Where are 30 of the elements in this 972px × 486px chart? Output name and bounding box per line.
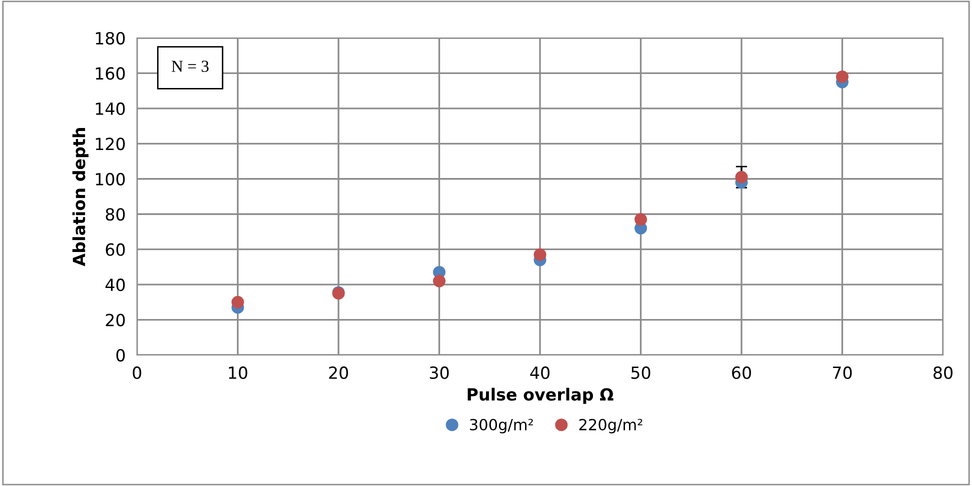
- y-axis-title: Ablation depth: [72, 128, 89, 266]
- legend-label: 220g/m²: [579, 418, 642, 434]
- y-tick-label: 120: [96, 138, 125, 150]
- point: [232, 296, 244, 308]
- point: [836, 70, 848, 83]
- x-tick-label: 70: [833, 366, 852, 380]
- x-tick-label: 50: [631, 366, 650, 380]
- point: [735, 170, 748, 184]
- point: [534, 248, 546, 261]
- x-tick-label: 30: [430, 366, 449, 380]
- x-tick-label: 0: [132, 366, 142, 380]
- y-tick-label: 0: [116, 348, 125, 362]
- point: [634, 213, 647, 226]
- legend-label: 300g/m²: [470, 418, 533, 434]
- x-tick-label: 60: [732, 366, 751, 380]
- x-tick-label: 10: [228, 366, 248, 380]
- point: [433, 274, 446, 288]
- y-tick-label: 180: [96, 32, 125, 45]
- annotation: N = 3: [172, 60, 209, 72]
- y-tick-label: 160: [96, 67, 125, 80]
- y-tick-label: 100: [96, 172, 125, 186]
- x-tick-label: 40: [530, 366, 550, 380]
- y-tick-label: 20: [106, 314, 125, 326]
- y-tick-label: 140: [96, 102, 125, 116]
- y-tick-label: 80: [106, 208, 125, 221]
- y-tick-label: 60: [106, 243, 125, 256]
- x-axis-title: Pulse overlap Ω: [468, 388, 614, 404]
- x-tick-label: 20: [329, 366, 348, 380]
- x-tick-label: 80: [934, 366, 952, 380]
- y-tick-label: 40: [105, 278, 125, 292]
